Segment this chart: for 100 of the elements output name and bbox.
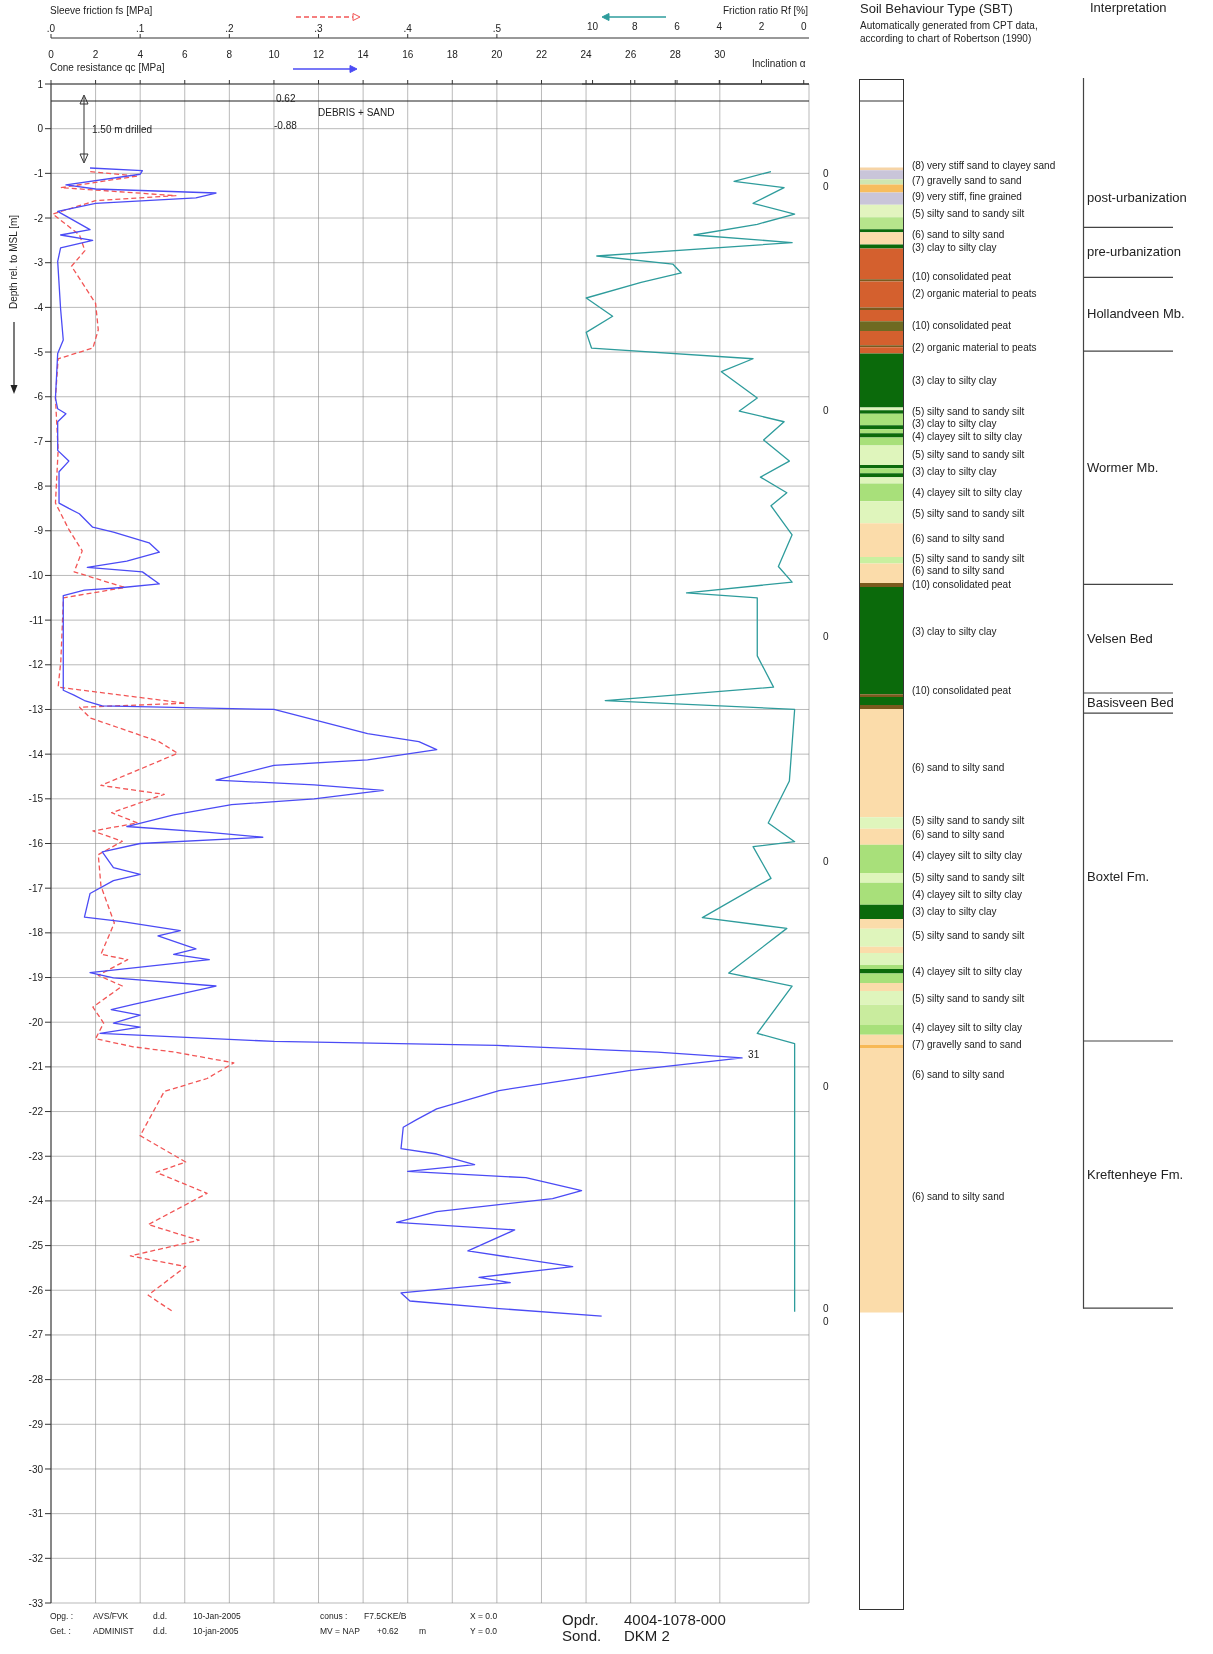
annotation: (4) clayey silt to silty clay bbox=[912, 966, 1023, 978]
y-tick-label: -4 bbox=[34, 301, 44, 313]
annotation: (4) clayey silt to silty clay bbox=[912, 487, 1023, 499]
x2-tick-label: .5 bbox=[492, 23, 502, 34]
bar bbox=[860, 192, 903, 205]
annotation: 1.50 m drilled bbox=[92, 124, 153, 135]
bar bbox=[860, 232, 903, 245]
bar bbox=[860, 990, 903, 1005]
x2-tick-label: .0 bbox=[46, 23, 56, 34]
bar bbox=[860, 353, 903, 408]
x-tick-label: 28 bbox=[669, 49, 682, 60]
x-tick-label: 4 bbox=[716, 21, 723, 32]
bar bbox=[860, 310, 903, 322]
annotation: post-urbanization bbox=[1087, 190, 1187, 206]
annotation: (2) organic material to peats bbox=[912, 342, 1037, 354]
y-tick-label: -17 bbox=[28, 882, 44, 894]
x-tick-label: 0 bbox=[800, 21, 807, 32]
y-tick-label: -10 bbox=[28, 569, 44, 581]
y-tick-label: -25 bbox=[28, 1240, 44, 1252]
y-tick-label: -32 bbox=[28, 1552, 44, 1564]
bar bbox=[860, 477, 903, 484]
annotation: (2) organic material to peats bbox=[912, 288, 1037, 300]
annotation: 0 bbox=[823, 1303, 829, 1314]
bar bbox=[860, 952, 903, 966]
text: Inclination α bbox=[752, 58, 806, 69]
annotation: (10) consolidated peat bbox=[912, 320, 1011, 332]
annotation: (4) clayey silt to silty clay bbox=[912, 889, 1023, 901]
y-tick-label: -23 bbox=[28, 1150, 44, 1162]
bar bbox=[860, 307, 903, 311]
bar bbox=[860, 1024, 903, 1035]
bar bbox=[860, 321, 903, 332]
annotation: (10) consolidated peat bbox=[912, 685, 1011, 697]
text: X = 0.0 bbox=[470, 1611, 498, 1621]
y-tick-label: -7 bbox=[34, 435, 44, 447]
annotation: 0 bbox=[823, 181, 829, 192]
x2-tick-label: .1 bbox=[136, 23, 145, 34]
bar bbox=[860, 919, 903, 929]
y-tick-label: -31 bbox=[28, 1508, 44, 1520]
annotation: (8) very stiff sand to clayey sand bbox=[912, 160, 1056, 172]
annotation: (4) clayey silt to silty clay bbox=[912, 1022, 1023, 1034]
y-tick-label: 1 bbox=[37, 78, 44, 90]
annotation: 0 bbox=[823, 168, 829, 179]
annotation: (3) clay to silty clay bbox=[912, 242, 997, 254]
annotation: (6) sand to silty sand bbox=[912, 1191, 1005, 1203]
x-tick-label: 14 bbox=[357, 49, 370, 60]
bar bbox=[860, 1034, 903, 1045]
bar bbox=[860, 817, 903, 829]
annotation: (5) silty sand to sandy silt bbox=[912, 993, 1025, 1005]
x-tick-label: 10 bbox=[268, 49, 280, 60]
y-axis-title: Depth rel. to MSL [m] bbox=[7, 214, 19, 310]
text: conus : bbox=[320, 1611, 348, 1621]
annotation: 0 bbox=[823, 1316, 829, 1327]
annotation: (10) consolidated peat bbox=[912, 579, 1011, 591]
text: AVS/FVK bbox=[93, 1611, 129, 1621]
x2-tick-label: .4 bbox=[403, 23, 413, 34]
bar bbox=[860, 982, 903, 991]
text: 10-jan-2005 bbox=[193, 1626, 239, 1636]
x-tick-label: 6 bbox=[181, 49, 188, 60]
annotation: (3) clay to silty clay bbox=[912, 375, 997, 387]
x-tick-label: 8 bbox=[632, 21, 639, 32]
bar bbox=[860, 184, 903, 193]
y-tick-label: -20 bbox=[28, 1016, 44, 1028]
annotation: (3) clay to silty clay bbox=[912, 906, 997, 918]
x-tick-label: 30 bbox=[714, 49, 726, 60]
annotation: (3) clay to silty clay bbox=[912, 466, 997, 478]
bar bbox=[860, 946, 903, 953]
x-tick-label: 8 bbox=[226, 49, 233, 60]
text: Opg. : bbox=[50, 1611, 74, 1621]
bar bbox=[860, 694, 903, 697]
chart-subtitle: Automatically generated from CPT data, according to chart of Robertson (1990) bbox=[860, 19, 1038, 45]
chart-title: Soil Behaviour Type (SBT) bbox=[860, 1, 1013, 16]
x-tick-label: 10 bbox=[587, 21, 599, 32]
bar bbox=[860, 413, 903, 426]
y-tick-label: -8 bbox=[34, 480, 44, 492]
bar bbox=[860, 563, 903, 584]
y-tick-label: -15 bbox=[28, 793, 44, 805]
x2-tick-label: .3 bbox=[314, 23, 324, 34]
annotation: (5) silty sand to sandy silt bbox=[912, 872, 1025, 884]
y-tick-label: -6 bbox=[34, 391, 44, 403]
annotation: (3) clay to silty clay bbox=[912, 418, 997, 430]
y-tick-label: -9 bbox=[34, 525, 44, 537]
y-tick-label: -18 bbox=[28, 927, 44, 939]
bar bbox=[860, 557, 903, 564]
bar bbox=[860, 248, 903, 280]
y-tick-label: -3 bbox=[34, 257, 44, 269]
bar bbox=[860, 965, 903, 970]
bar bbox=[860, 523, 903, 558]
bar bbox=[860, 928, 903, 947]
annotation: (6) sand to silty sand bbox=[912, 229, 1005, 241]
y-tick-label: -1 bbox=[34, 167, 44, 179]
text: F7.5CKE/B bbox=[364, 1611, 407, 1621]
y-tick-label: -19 bbox=[28, 972, 44, 984]
x-tick-label: 18 bbox=[446, 49, 459, 60]
bar bbox=[860, 1004, 903, 1025]
text: 4004-1078-000 bbox=[624, 1611, 726, 1628]
bar bbox=[860, 468, 903, 474]
annotation: (4) clayey silt to silty clay bbox=[912, 431, 1023, 443]
annotation: Hollandveen Mb. bbox=[1087, 306, 1185, 322]
y-tick-label: -22 bbox=[28, 1106, 44, 1118]
annotation: (7) gravelly sand to sand bbox=[912, 1039, 1022, 1051]
